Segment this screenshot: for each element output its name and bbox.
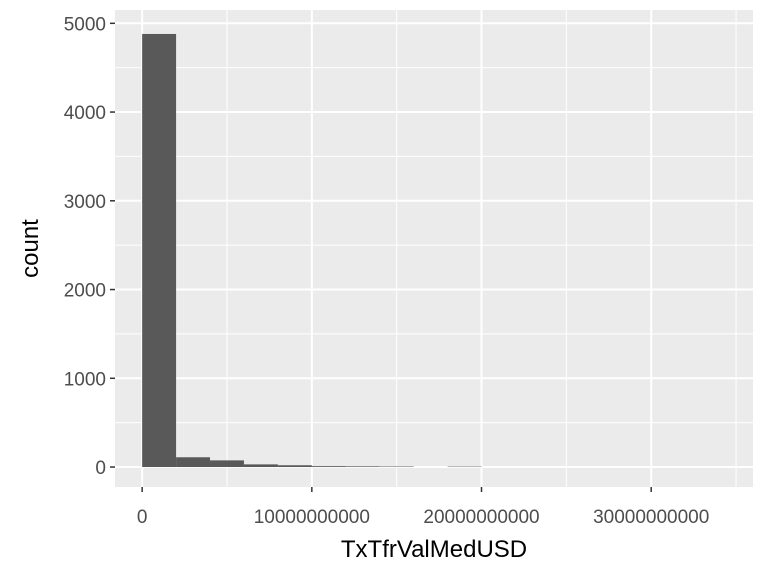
y-tick-label: 3000 (64, 192, 106, 213)
plot-panel (115, 10, 753, 487)
y-tick-label: 0 (95, 458, 106, 479)
histogram-bar (312, 466, 346, 467)
x-axis-title: TxTfrValMedUSD (341, 536, 527, 563)
x-tick-label: 10000000000 (254, 507, 370, 528)
x-axis-ticks: 0 10000000000 20000000000 30000000000 (137, 487, 709, 528)
y-tick-label: 2000 (64, 281, 106, 302)
y-axis-ticks: 0 1000 2000 3000 4000 5000 (64, 14, 115, 479)
y-axis-title: count (17, 219, 44, 278)
x-tick-label: 20000000000 (423, 507, 539, 528)
histogram-bar (244, 464, 278, 467)
histogram-bar (380, 467, 414, 468)
histogram-bar (278, 465, 312, 467)
x-tick-label: 0 (137, 507, 148, 528)
y-tick-label: 4000 (64, 103, 106, 124)
histogram-bar (176, 457, 210, 467)
histogram-bar (346, 466, 380, 467)
histogram-bar (210, 460, 244, 467)
y-tick-label: 1000 (64, 369, 106, 390)
x-tick-label: 30000000000 (593, 507, 709, 528)
histogram-bar (142, 34, 176, 467)
y-tick-label: 5000 (64, 14, 106, 35)
